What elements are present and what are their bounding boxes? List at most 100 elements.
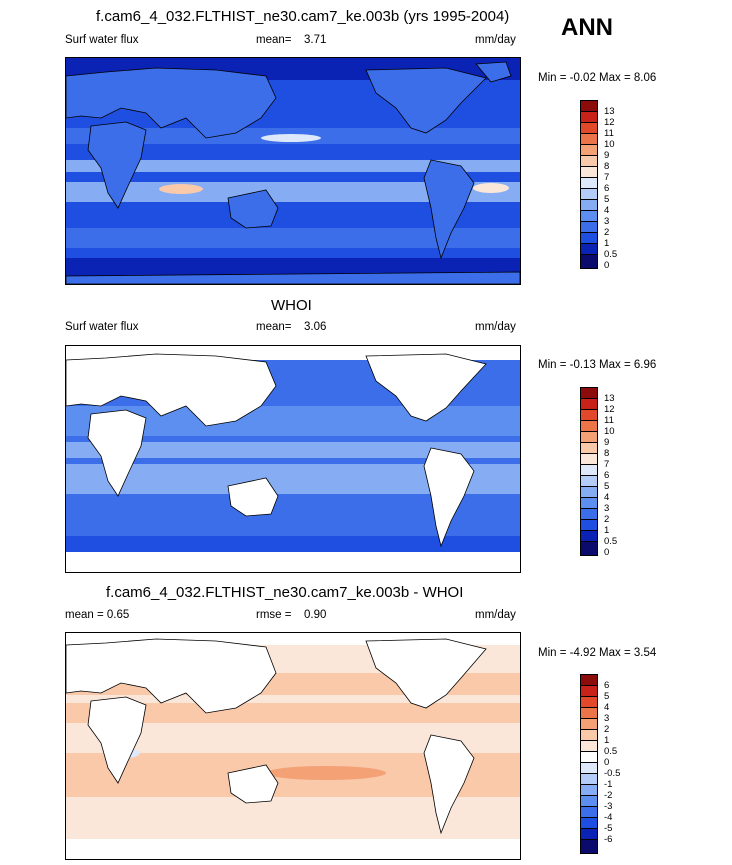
panel1-mean-label: mean= [256, 34, 292, 46]
panel2-continents [66, 353, 487, 548]
panel3-australia [227, 764, 279, 804]
panel3-eurasia [66, 638, 277, 714]
panel1-hotspot-atlantic [473, 183, 509, 193]
panel2-africa [87, 409, 147, 497]
panel1-greenland [475, 61, 512, 83]
panel3-hotspot-pacific [266, 766, 386, 780]
panel2-cbar-label: 1 [604, 525, 610, 536]
panel2-map-svg [66, 346, 520, 572]
panel2-mean-label: mean= [256, 321, 292, 333]
panel1-eurasia [66, 67, 277, 139]
panel3-rmse-value: 0.90 [304, 609, 327, 621]
panel3-cbar-label: 0.5 [604, 746, 618, 757]
panel2-cbar-label: 12 [604, 404, 615, 415]
panel2-cbar-label: 3 [604, 503, 610, 514]
panel3-nh-subtropic-band [66, 703, 520, 723]
panel2-antarctic-missing [66, 552, 520, 572]
panel1-cbar-label: 7 [604, 172, 610, 183]
panel1-mean-value: 3.71 [304, 34, 327, 46]
panel3-minmax: Min = -4.92 Max = 3.54 [538, 647, 657, 659]
panel1-cbar-label: 12 [604, 117, 615, 128]
panel2-antarctic-band [66, 536, 520, 552]
panel2-cbar-label: 7 [604, 459, 610, 470]
panel2-cbar-label: 0.5 [604, 536, 618, 547]
panel3-africa [87, 696, 147, 784]
panel1-africa [87, 121, 147, 209]
panel1-north-america [365, 67, 487, 134]
panel3-cbar-label: -5 [604, 823, 613, 834]
panel3-rmse-label: rmse = [256, 609, 292, 621]
panel2-cbar-label: 0 [604, 547, 610, 558]
panel1-cbar-label: 0 [604, 260, 610, 271]
panel3-cbar-label: 5 [604, 691, 610, 702]
panel2-eurasia [66, 353, 277, 427]
panel3-title: f.cam6_4_032.FLTHIST_ne30.cam7_ke.003b -… [106, 584, 464, 601]
panel1-southern-band [66, 228, 520, 248]
panel1-cbar-label: 0.5 [604, 249, 618, 260]
panel2-cbar-label: 11 [604, 415, 614, 426]
panel3-cbar-label: 0 [604, 757, 610, 768]
panel2-cbar-label: 9 [604, 437, 610, 448]
panel2-variable-label: Surf water flux [65, 321, 139, 333]
panel3-units: mm/day [475, 609, 516, 621]
panel1-cbar-label: 13 [604, 106, 615, 117]
panel1-minmax: Min = -0.02 Max = 8.06 [538, 72, 657, 84]
panel3-cbar-label: -3 [604, 801, 613, 812]
panel2-units: mm/day [475, 321, 516, 333]
panel3-map-svg [66, 633, 520, 859]
panel1-map-svg [66, 58, 520, 284]
panel3-map [65, 632, 521, 860]
panel1-cbar-label: 2 [604, 227, 610, 238]
panel2-cbar-label: 5 [604, 481, 610, 492]
panel3-cbar-box [580, 839, 598, 854]
panel2-cbar-label: 2 [604, 514, 610, 525]
panel2-australia [227, 477, 279, 517]
panel3-cbar-label: 1 [604, 735, 610, 746]
panel1-units: mm/day [475, 34, 516, 46]
panel1-cbar-label: 9 [604, 150, 610, 161]
panel2-cbar-box [580, 541, 598, 556]
panel3-continents [66, 638, 487, 835]
panel1-map [65, 57, 521, 285]
season-label: ANN [561, 14, 613, 41]
panel2-minmax: Min = -0.13 Max = 6.96 [538, 359, 657, 371]
panel3-southern-band [66, 818, 520, 840]
panel1-cbar-box [580, 254, 598, 269]
panel1-australia [227, 189, 279, 229]
panel2-cbar-label: 8 [604, 448, 610, 459]
panel1-continents [66, 61, 520, 284]
panel2-cbar-label: 4 [604, 492, 610, 503]
panel1-title: f.cam6_4_032.FLTHIST_ne30.cam7_ke.003b (… [96, 8, 510, 25]
panel1-cbar-label: 11 [604, 128, 614, 139]
panel1-equator-band [66, 160, 520, 172]
panel1-cbar-label: 8 [604, 161, 610, 172]
panel3-north-america [365, 638, 487, 709]
panel1-cbar-label: 5 [604, 194, 610, 205]
panel2-cbar-label: 6 [604, 470, 610, 481]
panel1-cbar-label: 1 [604, 238, 610, 249]
panel1-cbar-label: 6 [604, 183, 610, 194]
panel2-cbar-label: 10 [604, 426, 615, 437]
panel2-title: WHOI [271, 297, 312, 314]
panel1-variable-label: Surf water flux [65, 34, 139, 46]
panel3-mean-label: mean = 0.65 [65, 609, 130, 621]
panel1-cbar-label: 3 [604, 216, 610, 227]
panel3-south-america [423, 734, 475, 835]
panel3-cbar-label: -2 [604, 790, 613, 801]
panel2-mean-value: 3.06 [304, 321, 327, 333]
panel2-north-america [365, 353, 487, 422]
panel3-cbar-label: -1 [604, 779, 613, 790]
panel3-cbar-label: -0.5 [604, 768, 621, 779]
panel3-cbar-label: -6 [604, 834, 613, 845]
panel3-equator-band [66, 733, 520, 743]
panel3-cbar-label: 4 [604, 702, 610, 713]
panel3-cbar-label: -4 [604, 812, 613, 823]
panel1-south-america [423, 159, 475, 260]
panel2-cbar-label: 13 [604, 393, 615, 404]
panel1-cbar-label: 4 [604, 205, 610, 216]
panel1-antarctica [66, 271, 520, 284]
panel1-cbar-label: 10 [604, 139, 615, 150]
panel3-antarctic-missing [66, 839, 520, 859]
panel3-cbar-label: 2 [604, 724, 610, 735]
panel1-hotspot-indian [159, 184, 203, 194]
